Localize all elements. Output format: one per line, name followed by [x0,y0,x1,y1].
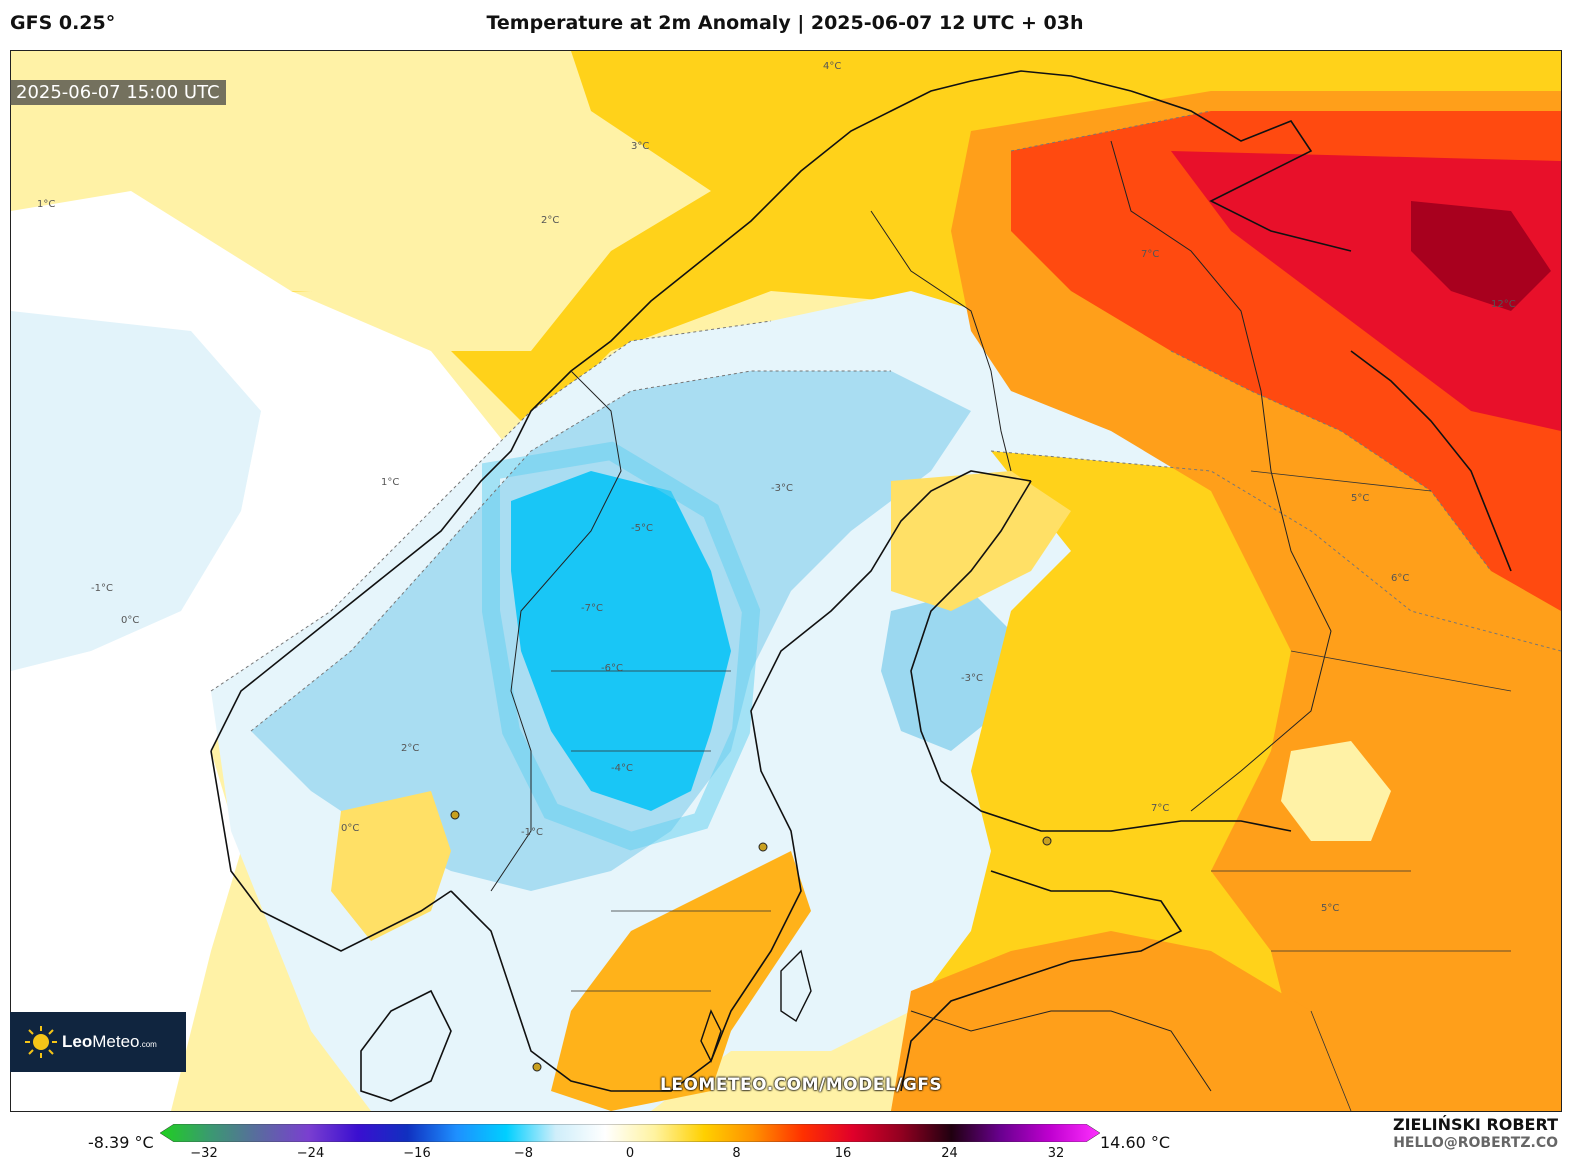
hot-dark-core [1411,201,1551,311]
warm-norway-south [331,791,451,941]
warm-spot-ladoga [1281,741,1391,841]
warm-finland-coast [891,471,1071,611]
contour-label: -6°C [601,663,623,674]
city-marker [532,1062,542,1072]
colorbar-max-label: 14.60 °C [1100,1133,1171,1152]
colorbar-body [160,1124,1100,1142]
contour-label: 5°C [1321,903,1339,914]
colorbar-tick-label: −16 [403,1146,431,1161]
contour-label: 0°C [121,615,139,626]
model-label: GFS 0.25° [10,12,116,34]
contour-line [1010,110,1492,572]
coastline-white-sea [1350,350,1512,572]
island-gotland [780,949,812,1023]
cold-pocket-finland [881,591,1011,751]
border-norway-sweden [490,370,622,892]
map-frame[interactable]: 4°C 3°C 2°C 1°C 0°C -1°C -3°C -5°C -6°C … [10,50,1562,1112]
valid-time-badge: 2025-06-07 15:00 UTC [10,80,226,105]
colorbar-tick-label: 32 [1047,1146,1065,1161]
colorbar-tick-label: −8 [513,1146,534,1161]
colorbar-tick-label: −24 [296,1146,325,1161]
cold-patch-atlantic [11,311,261,671]
contour-label: 12°C [1491,299,1516,310]
contour-label: 6°C [1391,573,1409,584]
source-watermark: LEOMETEO.COM/MODEL/GFS [660,1075,943,1095]
anomaly-map[interactable]: 4°C 3°C 2°C 1°C 0°C -1°C -3°C -5°C -6°C … [11,51,1561,1111]
border-finland-russia [1110,140,1332,812]
colorbar-tick-label: 0 [625,1146,635,1161]
warm-baltic-south [891,931,1311,1111]
colorbar-tick-label: 8 [732,1146,741,1161]
coastline-norway-south [210,750,452,952]
warm-sweden-south [551,851,811,1111]
city-marker [450,810,460,820]
colorbar-min-label: -8.39 °C [88,1133,154,1152]
coastline-finland [910,480,1292,832]
coastline-sweden [450,470,1032,1092]
contour-label: 1°C [37,199,55,210]
colorbar [160,1124,1100,1142]
contour-label: -1°C [521,827,543,838]
author-email: HELLO@ROBERTZ.CO [1393,1135,1558,1151]
sun-icon [25,1026,57,1058]
contour-label: 2°C [541,215,559,226]
chart-title: Temperature at 2m Anomaly | 2025-06-07 1… [486,12,1084,34]
border-baltic-states [910,1010,1212,1092]
contour-label: 0°C [341,823,359,834]
contour-label: 1°C [381,477,399,488]
leometeo-logo[interactable]: LeoMeteo.com [10,1012,186,1072]
contour-label: -1°C [91,583,113,594]
coastline-denmark [360,989,452,1102]
coastline-norway [210,70,1132,752]
contour-label: 4°C [823,61,841,72]
cold-core-ring [482,441,761,851]
colorbar-tick-label: −32 [190,1146,218,1161]
border-regions [1211,470,1512,1111]
cold-core [511,471,731,811]
island-oland [700,1009,722,1063]
contour-line [990,450,1561,652]
contour-label: 7°C [1151,803,1169,814]
coastline-kola [1130,90,1352,252]
contour-line [210,320,772,692]
colorbar-tick-label: 24 [941,1146,958,1161]
contour-label: 3°C [631,141,649,152]
contour-label: 5°C [1351,493,1369,504]
city-marker [758,842,768,852]
contour-label: -7°C [581,603,603,614]
colorbar-tick-label: 16 [834,1146,852,1161]
border-sweden-counties [551,670,771,992]
city-marker [1042,836,1052,846]
contour-label: -5°C [631,523,653,534]
coastline-baltic [900,870,1183,1092]
logo-text: LeoMeteo.com [62,1032,157,1051]
contour-label: 7°C [1141,249,1159,260]
contour-label: 2°C [401,743,419,754]
contour-label: -3°C [771,483,793,494]
border-sweden-finland [870,210,1012,472]
author-name: ZIELIŃSKI ROBERT [1392,1115,1558,1134]
contour-line [250,370,891,732]
contour-label: -3°C [961,673,983,684]
contour-label: -4°C [611,763,633,774]
